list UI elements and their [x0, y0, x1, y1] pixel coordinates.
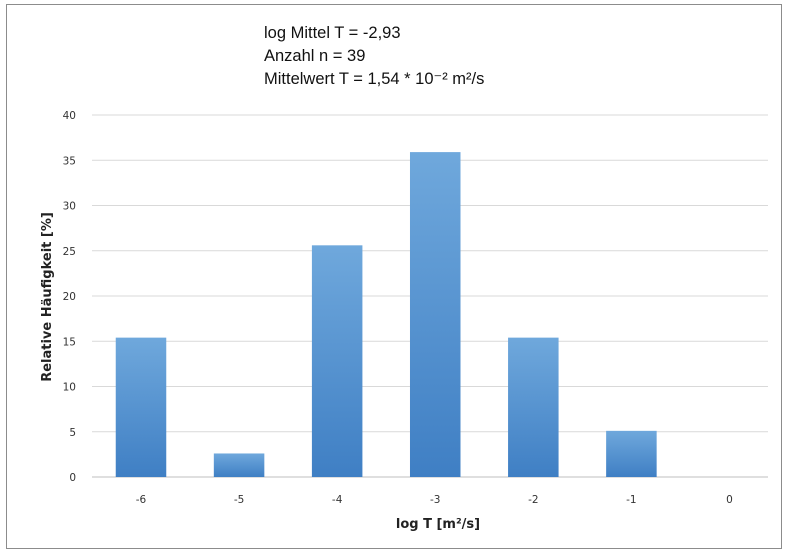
- x-tick-labels: -6 -5 -4 -3 -2 -1 0: [136, 494, 733, 506]
- bar: [115, 337, 167, 477]
- x-tick-label: -3: [430, 494, 440, 506]
- x-tick-label: -5: [234, 494, 244, 506]
- x-tick-label: 0: [726, 494, 733, 506]
- y-tick-label: 35: [63, 155, 76, 167]
- y-tick-label: 0: [69, 472, 76, 484]
- y-tick-label: 30: [63, 201, 76, 213]
- bar: [311, 245, 363, 477]
- bar: [606, 430, 657, 477]
- bar: [213, 453, 265, 477]
- bar: [409, 152, 461, 478]
- y-tick-label: 20: [63, 291, 76, 303]
- count-text: Anzahl n = 39: [264, 47, 366, 65]
- bar: [508, 337, 559, 477]
- mean-value-text: Mittelwert T = 1,54 * 10⁻² m²/s: [264, 70, 485, 88]
- x-axis-label: log T [m²/s]: [396, 517, 480, 532]
- x-tick-label: -1: [626, 494, 636, 506]
- x-tick-label: -2: [528, 494, 538, 506]
- y-tick-label: 40: [63, 110, 76, 122]
- x-tick-label: -4: [332, 494, 343, 506]
- y-tick-labels: 0 5 10 15 20 25 30 35 40: [63, 110, 76, 484]
- bars: [115, 152, 657, 478]
- y-axis-label: Relative Häufigkeit [%]: [40, 212, 55, 382]
- x-tick-label: -6: [136, 494, 147, 506]
- y-tick-label: 25: [63, 246, 76, 258]
- y-tick-label: 10: [63, 382, 76, 394]
- log-mean-text: log Mittel T = -2,93: [264, 24, 401, 42]
- y-tick-label: 15: [63, 336, 76, 348]
- y-tick-label: 5: [69, 427, 76, 439]
- statistics-annotation: log Mittel T = -2,93 Anzahl n = 39 Mitte…: [264, 22, 484, 91]
